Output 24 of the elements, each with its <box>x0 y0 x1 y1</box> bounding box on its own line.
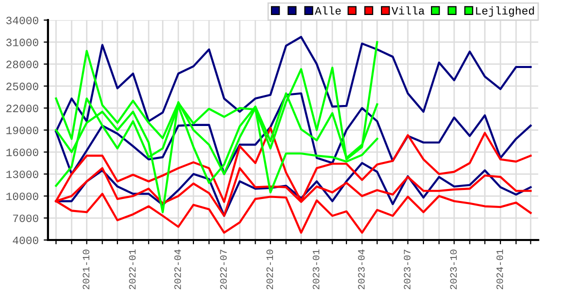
x-tick-label: 2022-07 <box>220 250 227 290</box>
x-tick-label: 2023-10 <box>450 250 457 290</box>
y-tick-label: 13000 <box>6 170 38 178</box>
y-tick-label: 16000 <box>6 148 38 156</box>
legend-label: Lejlighed <box>476 6 534 17</box>
y-tick-label: 34000 <box>6 16 38 24</box>
y-tick-label: 10000 <box>6 192 38 200</box>
x-tick-label: 2023-04 <box>358 250 365 290</box>
x-tick-label: 2024-01 <box>496 250 504 290</box>
legend-label: Alle <box>314 6 341 15</box>
x-tick-label: 2023-07 <box>404 250 410 290</box>
y-tick-label: 19000 <box>6 126 38 134</box>
x-tick-label: 2022-10 <box>266 250 274 290</box>
legend-label: Villa <box>392 6 424 15</box>
y-tick-label: 4000 <box>12 236 38 244</box>
x-tick-label: 2022-04 <box>174 250 181 290</box>
x-tick-label: 2022-01 <box>129 250 136 290</box>
y-tick-label: 25000 <box>6 82 38 90</box>
y-tick-label: 28000 <box>6 60 38 68</box>
y-tick-label: 7000 <box>13 214 38 222</box>
x-tick-label: 2021-10 <box>82 250 90 290</box>
x-tick-label: 2023-01 <box>312 250 320 290</box>
y-tick-label: 31000 <box>6 38 38 46</box>
y-tick-label: 22000 <box>6 104 38 112</box>
